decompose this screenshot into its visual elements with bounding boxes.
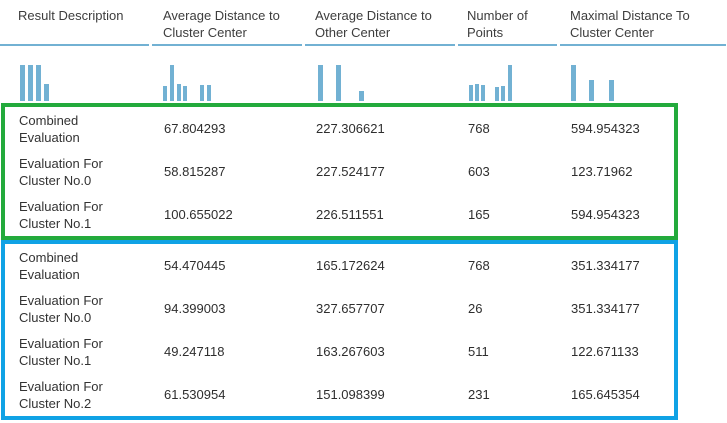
table-row[interactable]: Combined Evaluation 67.804293 227.306621… <box>5 107 674 150</box>
histogram-bar <box>336 65 341 101</box>
table-row[interactable]: Evaluation For Cluster No.1 100.655022 2… <box>5 193 674 236</box>
column-header-label: Result Description <box>0 0 149 46</box>
table-row[interactable]: Evaluation For Cluster No.1 49.247118 16… <box>5 330 674 373</box>
max-distance-cluster-cell: 122.671133 <box>571 344 639 359</box>
avg-distance-other-cell: 163.267603 <box>316 344 385 359</box>
max-distance-cluster-cell: 165.645354 <box>571 387 640 402</box>
table-row[interactable]: Evaluation For Cluster No.0 94.399003 32… <box>5 287 674 330</box>
column-histograms-row <box>0 46 727 103</box>
cluster-group-blue-box: Combined Evaluation 54.470445 165.172624… <box>1 240 678 420</box>
histogram-avg-distance-other-center[interactable] <box>305 46 458 103</box>
histogram-bar <box>170 65 174 101</box>
max-distance-cluster-cell: 351.334177 <box>571 258 640 273</box>
histogram-bar <box>36 65 41 101</box>
histogram-bar <box>163 86 167 101</box>
histogram-max-distance-cluster-center[interactable] <box>560 46 727 103</box>
avg-distance-other-cell: 227.524177 <box>316 164 385 179</box>
histogram-bar <box>475 84 479 101</box>
histogram-bar <box>44 84 49 101</box>
avg-distance-cluster-cell: 58.815287 <box>164 164 226 179</box>
column-header-label: Average Distance to Cluster Center <box>152 0 302 46</box>
avg-distance-cluster-cell: 49.247118 <box>164 344 225 359</box>
histogram-bar <box>177 84 181 101</box>
max-distance-cluster-cell: 123.71962 <box>571 164 633 179</box>
avg-distance-cluster-cell: 54.470445 <box>164 258 226 273</box>
histogram-number-of-points[interactable] <box>458 46 560 103</box>
avg-distance-cluster-cell: 61.530954 <box>164 387 226 402</box>
table-header-row: Result Description Average Distance to C… <box>0 0 727 46</box>
result-description-cell: Evaluation For Cluster No.1 <box>19 198 103 231</box>
number-of-points-cell: 26 <box>468 301 483 316</box>
avg-distance-other-cell: 151.098399 <box>316 387 385 402</box>
number-of-points-cell: 231 <box>468 387 490 402</box>
histogram-avg-distance-cluster-center[interactable] <box>152 46 305 103</box>
avg-distance-other-cell: 227.306621 <box>316 121 385 136</box>
number-of-points-cell: 603 <box>468 164 490 179</box>
histogram-bar <box>589 80 594 101</box>
histogram-result-description[interactable] <box>0 46 152 103</box>
result-description-cell: Evaluation For Cluster No.2 <box>19 378 103 411</box>
histogram-bar <box>20 65 25 101</box>
result-description-cell: Combined Evaluation <box>19 249 80 282</box>
table-row[interactable]: Combined Evaluation 54.470445 165.172624… <box>5 244 674 287</box>
histogram-bar <box>200 85 204 101</box>
max-distance-cluster-cell: 594.954323 <box>571 207 640 222</box>
max-distance-cluster-cell: 351.334177 <box>571 301 640 316</box>
histogram-bar <box>571 65 576 101</box>
avg-distance-other-cell: 226.511551 <box>316 207 384 222</box>
avg-distance-other-cell: 165.172624 <box>316 258 385 273</box>
avg-distance-cluster-cell: 94.399003 <box>164 301 226 316</box>
histogram-bar <box>207 85 211 101</box>
avg-distance-other-cell: 327.657707 <box>316 301 385 316</box>
histogram-bar <box>495 87 499 101</box>
table-row[interactable]: Evaluation For Cluster No.0 58.815287 22… <box>5 150 674 193</box>
column-header-max-distance-cluster-center[interactable]: Maximal Distance To Cluster Center <box>560 0 727 46</box>
result-description-cell: Evaluation For Cluster No.1 <box>19 335 103 368</box>
table-row[interactable]: Evaluation For Cluster No.2 61.530954 15… <box>5 373 674 416</box>
histogram-bar <box>359 91 364 101</box>
histogram-bar <box>318 65 323 101</box>
column-header-label: Average Distance to Other Center <box>305 0 455 46</box>
column-header-label: Maximal Distance To Cluster Center <box>560 0 726 46</box>
number-of-points-cell: 768 <box>468 258 490 273</box>
result-description-cell: Evaluation For Cluster No.0 <box>19 155 103 188</box>
avg-distance-cluster-cell: 67.804293 <box>164 121 226 136</box>
histogram-bar <box>609 80 614 101</box>
number-of-points-cell: 165 <box>468 207 490 222</box>
cluster-group-green-box: Combined Evaluation 67.804293 227.306621… <box>1 103 678 240</box>
column-header-avg-distance-cluster-center[interactable]: Average Distance to Cluster Center <box>152 0 305 46</box>
avg-distance-cluster-cell: 100.655022 <box>164 207 233 222</box>
histogram-bar <box>183 86 187 101</box>
histogram-bar <box>28 65 33 101</box>
column-header-label: Number of Points <box>458 0 557 46</box>
number-of-points-cell: 768 <box>468 121 490 136</box>
histogram-bar <box>501 86 505 101</box>
column-header-number-of-points[interactable]: Number of Points <box>458 0 560 46</box>
column-header-avg-distance-other-center[interactable]: Average Distance to Other Center <box>305 0 458 46</box>
column-header-result-description[interactable]: Result Description <box>0 0 152 46</box>
number-of-points-cell: 511 <box>468 344 489 359</box>
result-description-cell: Combined Evaluation <box>19 112 80 145</box>
result-description-cell: Evaluation For Cluster No.0 <box>19 292 103 325</box>
histogram-bar <box>469 85 473 101</box>
histogram-bar <box>481 85 485 101</box>
histogram-bar <box>508 65 512 101</box>
max-distance-cluster-cell: 594.954323 <box>571 121 640 136</box>
